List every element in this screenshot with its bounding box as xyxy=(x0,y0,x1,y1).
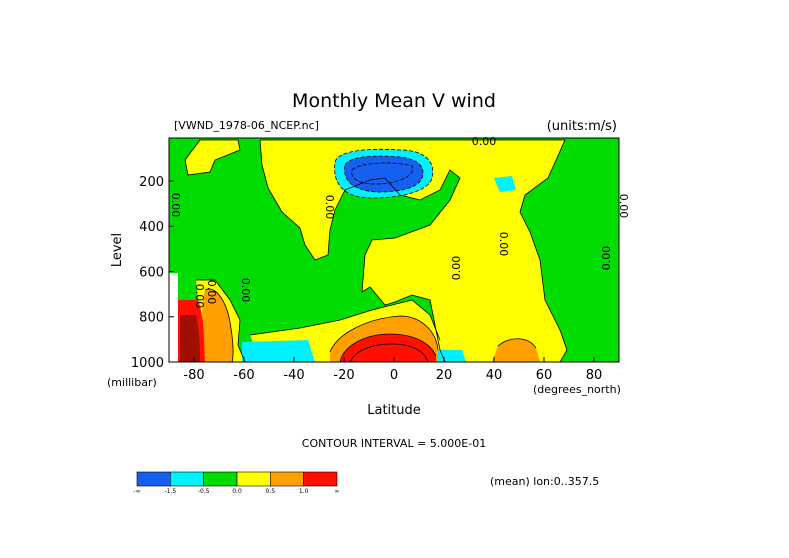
positive-region-bottom-right xyxy=(492,338,540,362)
contour-line xyxy=(249,299,441,341)
colorbar-label: -∞ xyxy=(133,488,140,495)
units-label: (units:m/s) xyxy=(547,119,617,134)
x-tick-label: 60 xyxy=(536,368,553,383)
x-axis: -80 -60 -40 -20 0 20 40 60 80 xyxy=(183,357,602,383)
y-unit-label: (millibar) xyxy=(107,376,157,389)
x-tick-label: 40 xyxy=(486,368,503,383)
contour-field xyxy=(169,138,619,362)
contour-line xyxy=(196,279,246,362)
contour-line-dashed xyxy=(351,162,413,185)
x-tick-label: -20 xyxy=(333,368,354,383)
contour-lines xyxy=(184,139,568,362)
contour-line-dashed xyxy=(334,148,434,199)
contour-line xyxy=(329,315,439,353)
positive-region-bottom-left xyxy=(202,289,234,362)
contour-line xyxy=(184,139,241,176)
positive-region-central xyxy=(260,140,567,362)
x-tick-label: 20 xyxy=(436,368,453,383)
positive-region-left-stratosphere xyxy=(185,140,240,175)
y-tick-label: 400 xyxy=(139,220,164,235)
y-tick-label: 800 xyxy=(139,311,164,326)
negative-region-right-upper xyxy=(494,176,516,192)
mean-note: (mean) lon:0..357.5 xyxy=(490,475,599,488)
contour-label: 0.00 xyxy=(193,284,206,309)
colorbar-swatch xyxy=(170,471,204,487)
contour-label: 0.00 xyxy=(239,278,252,303)
contour-interval-note: CONTOUR INTERVAL = 5.000E-01 xyxy=(302,437,486,450)
x-tick-label: -60 xyxy=(233,368,254,383)
x-tick-label: -80 xyxy=(183,368,204,383)
undefined-region-surface xyxy=(169,273,178,362)
colorbar-label: 0.0 xyxy=(232,488,242,495)
contour-line xyxy=(349,343,429,362)
contour-line xyxy=(259,139,461,362)
chart-title: Monthly Mean V wind xyxy=(292,90,496,112)
contour-line-dashed xyxy=(344,155,424,193)
y-tick-label: 600 xyxy=(139,265,164,280)
colorbar-swatch xyxy=(270,471,304,487)
strong-negative-core xyxy=(344,156,424,192)
negative-region-lower-right xyxy=(430,350,466,362)
contour-label: 0.00 xyxy=(472,135,497,148)
contour-line xyxy=(260,139,568,362)
contour-label: 0.00 xyxy=(450,256,463,281)
colorbar-swatch xyxy=(303,471,338,487)
contour-line xyxy=(339,333,437,362)
colorbar-swatch xyxy=(203,471,238,487)
contour-label: 0.00 xyxy=(323,195,336,220)
contour-label: 0.00 xyxy=(497,232,510,257)
x-tick-label: 0 xyxy=(390,368,398,383)
x-tick-label: 80 xyxy=(586,368,603,383)
contour-label: 0.00 xyxy=(205,280,218,305)
colorbar-label: -1.5 xyxy=(164,488,176,495)
contour-label: 0.00 xyxy=(169,193,182,218)
negative-region-lower-left xyxy=(242,340,315,362)
x-tick-label: -40 xyxy=(283,368,304,383)
max-positive-left-edge xyxy=(180,315,200,362)
colorbar-swatch xyxy=(136,471,171,487)
contour-line xyxy=(204,288,234,362)
dataset-label: [VWND_1978-06_NCEP.nc] xyxy=(174,119,319,132)
y-tick-label: 200 xyxy=(139,175,164,190)
colorbar-label: -0.5 xyxy=(198,488,210,495)
y-tick-label: 1000 xyxy=(131,356,164,371)
colorbar-label: ∞ xyxy=(335,488,340,495)
colorbar-label: 1.0 xyxy=(299,488,309,495)
y-axis-title: Level xyxy=(110,233,125,267)
colorbar: -∞ -1.5 -0.5 0.0 0.5 1.0 ∞ xyxy=(133,471,340,495)
strong-positive-core xyxy=(340,334,436,362)
colorbar-label: 0.5 xyxy=(266,488,276,495)
x-axis-title: Latitude xyxy=(367,403,421,418)
contour-line xyxy=(497,338,537,349)
y-axis: 200 400 600 800 1000 xyxy=(131,175,174,371)
contour-label: 0.00 xyxy=(600,246,613,271)
colorbar-swatch xyxy=(236,471,271,487)
x-unit-label: (degrees_north) xyxy=(533,383,621,396)
contour-label: 0.00 xyxy=(617,194,630,219)
